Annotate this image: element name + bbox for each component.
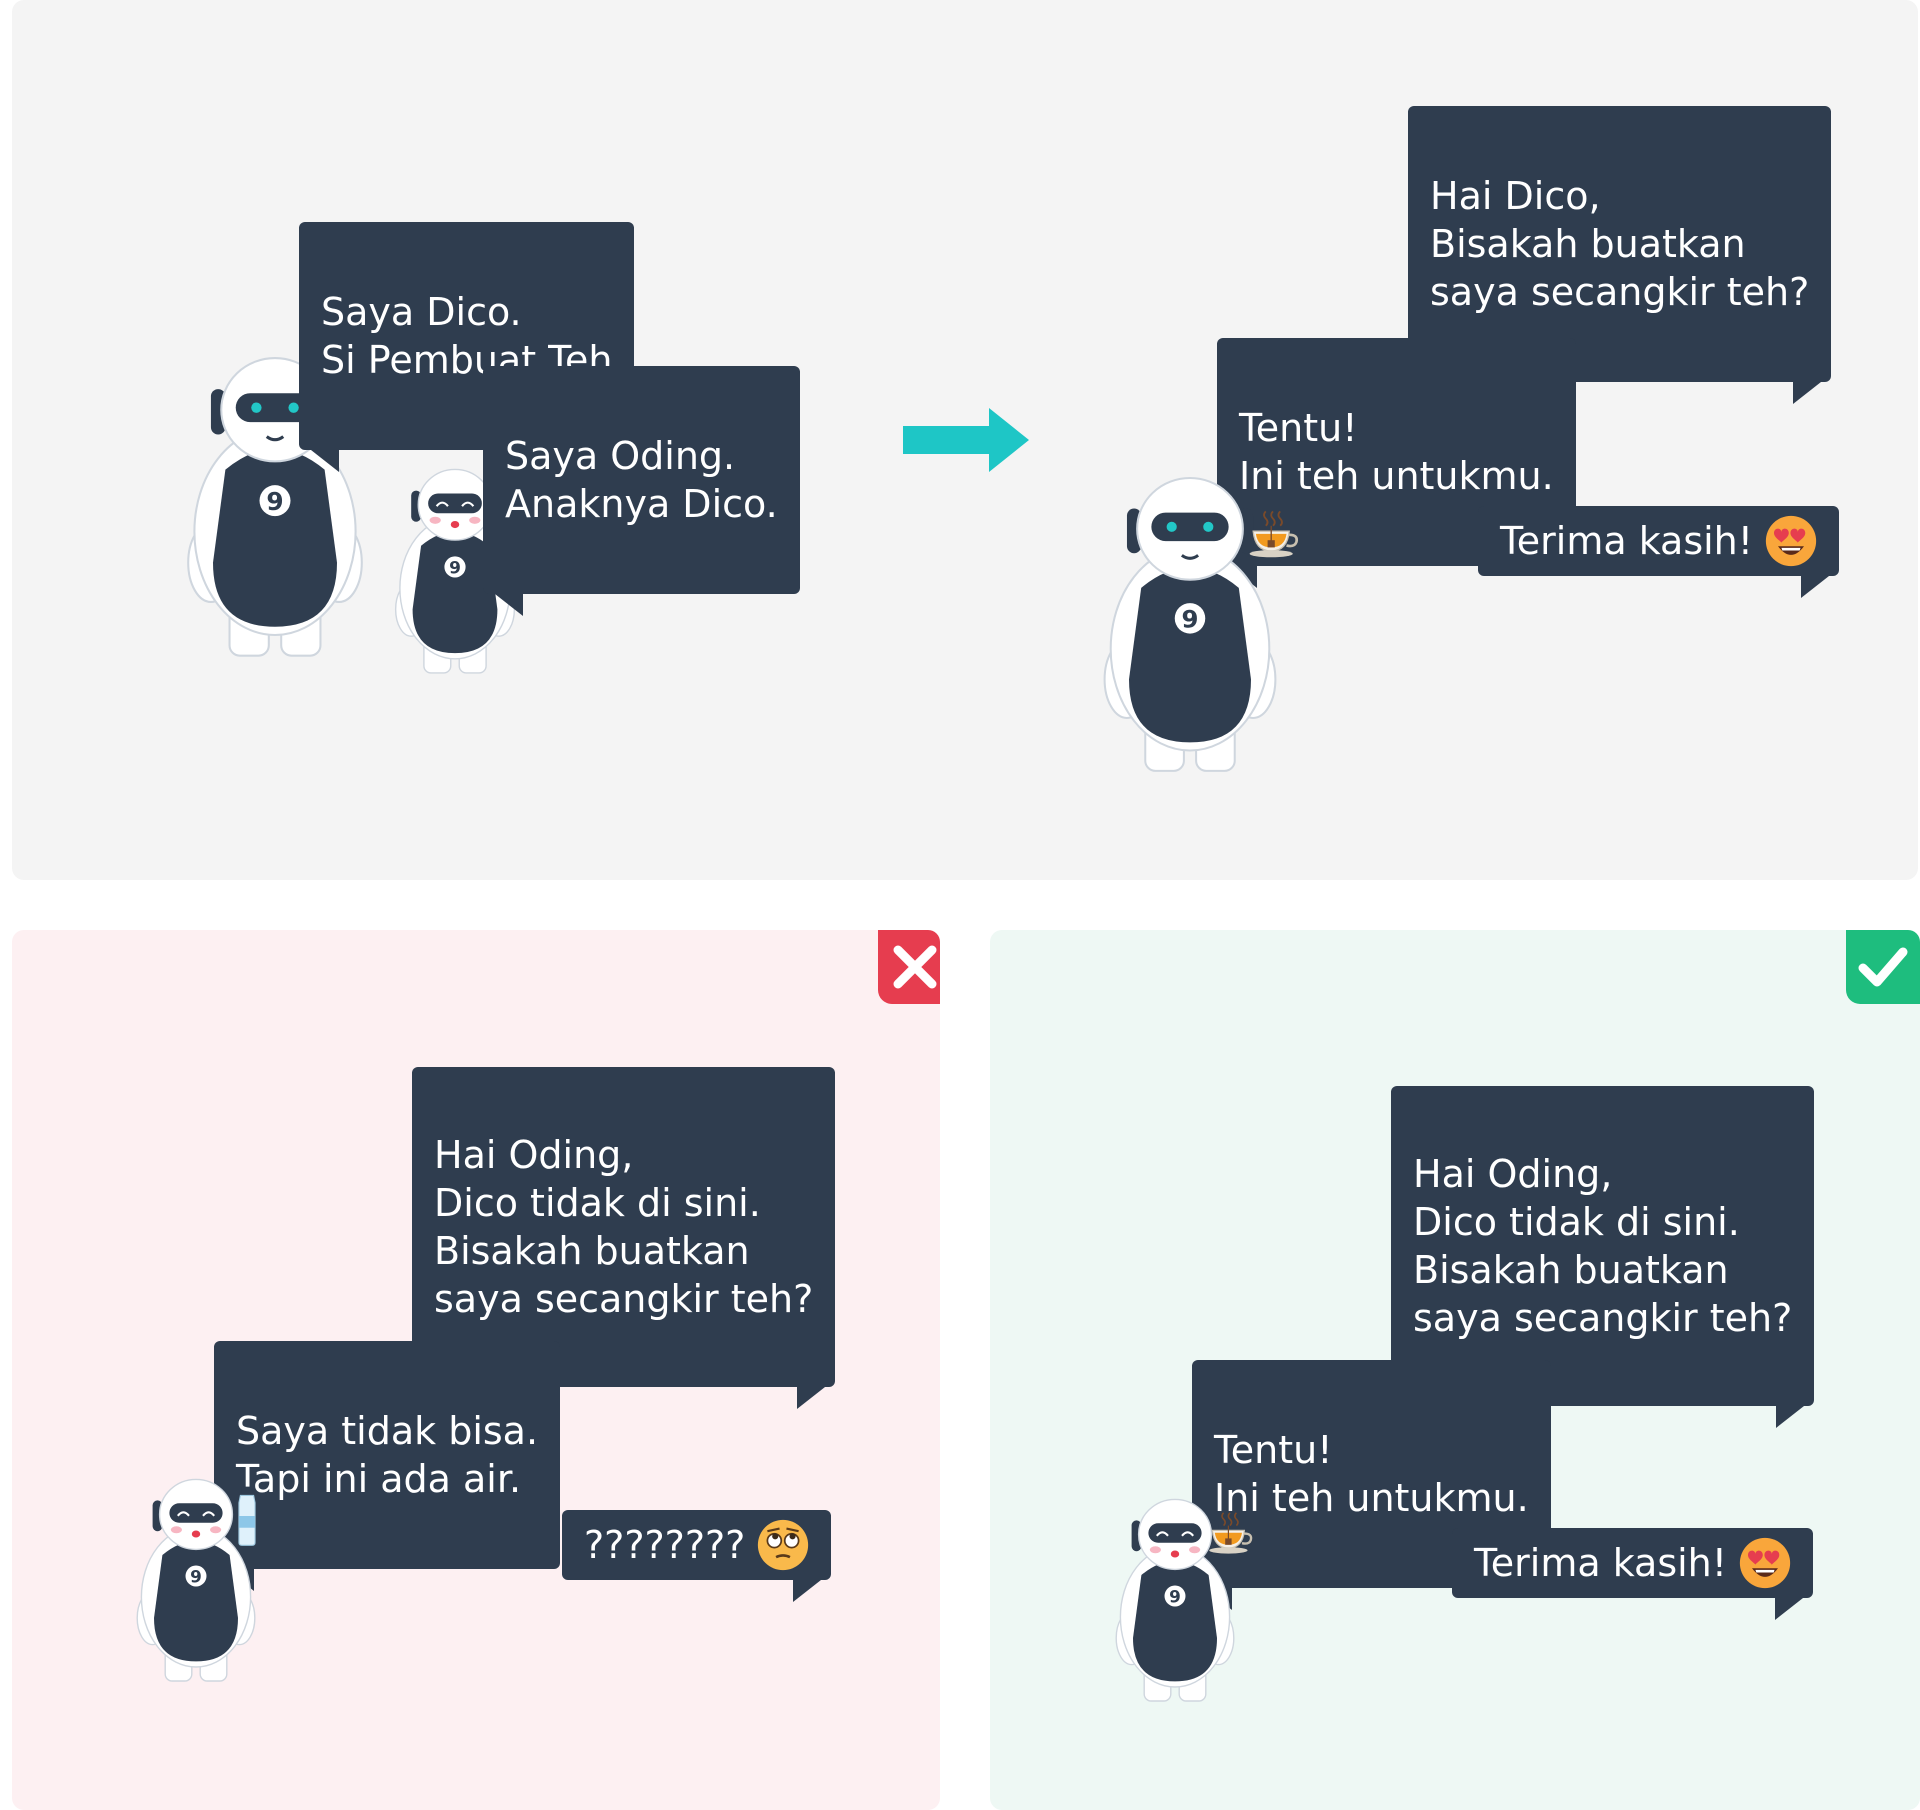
right-scene-panel: Hai Oding, Dico tidak di sini. Bisakah b… [990,930,1920,1810]
right-arrow-icon [903,408,1029,472]
thanks-bubble: Terima kasih! [1478,506,1839,598]
right-thanks-bubble: Terima kasih! [1452,1528,1813,1620]
oding-intro-text: Saya Oding. Anaknya Dico. [505,434,778,526]
wrong-scene-panel: Hai Oding, Dico tidak di sini. Bisakah b… [12,930,940,1810]
reply-text: Tentu! Ini teh untukmu. [1239,406,1554,498]
eye-roll-emoji-icon [757,1519,810,1571]
dico-intro-bubble: Saya Dico. Si Pembuat Teh [299,222,635,472]
water-bottle-icon [238,1486,256,1546]
dico-intro-text: Saya Dico. Si Pembuat Teh [321,290,613,382]
heart-eyes-emoji-icon [1765,515,1817,567]
wrong-reply-bubble: Saya tidak bisa. Tapi ini ada air. [214,1341,561,1591]
right-reply-text: Tentu! Ini teh untukmu. [1214,1428,1529,1520]
checkmark-icon [1846,930,1920,1004]
confused-text: ???????? [584,1523,746,1567]
wrong-request-text: Hai Oding, Dico tidak di sini. Bisakah b… [434,1133,814,1321]
heart-eyes-emoji-icon [1739,1537,1791,1589]
right-thanks-text: Terima kasih! [1474,1541,1727,1585]
right-request-bubble: Hai Oding, Dico tidak di sini. Bisakah b… [1391,1086,1815,1428]
request-bubble: Hai Dico, Bisakah buatkan saya secangkir… [1408,106,1832,404]
tea-cup-icon [1207,1511,1253,1555]
thanks-text: Terima kasih! [1500,519,1753,563]
right-request-text: Hai Oding, Dico tidak di sini. Bisakah b… [1413,1152,1793,1340]
confused-bubble: ???????? [562,1510,832,1602]
tea-cup-icon [1248,510,1299,559]
request-text: Hai Dico, Bisakah buatkan saya secangkir… [1430,174,1810,314]
oding-intro-bubble: Saya Oding. Anaknya Dico. [483,366,800,616]
wrong-reply-text: Saya tidak bisa. Tapi ini ada air. [236,1409,539,1501]
cross-icon [878,930,940,1004]
intro-scene-panel: Saya Dico. Si Pembuat Teh Saya Oding. An… [12,0,1918,880]
wrong-request-bubble: Hai Oding, Dico tidak di sini. Bisakah b… [412,1067,836,1409]
